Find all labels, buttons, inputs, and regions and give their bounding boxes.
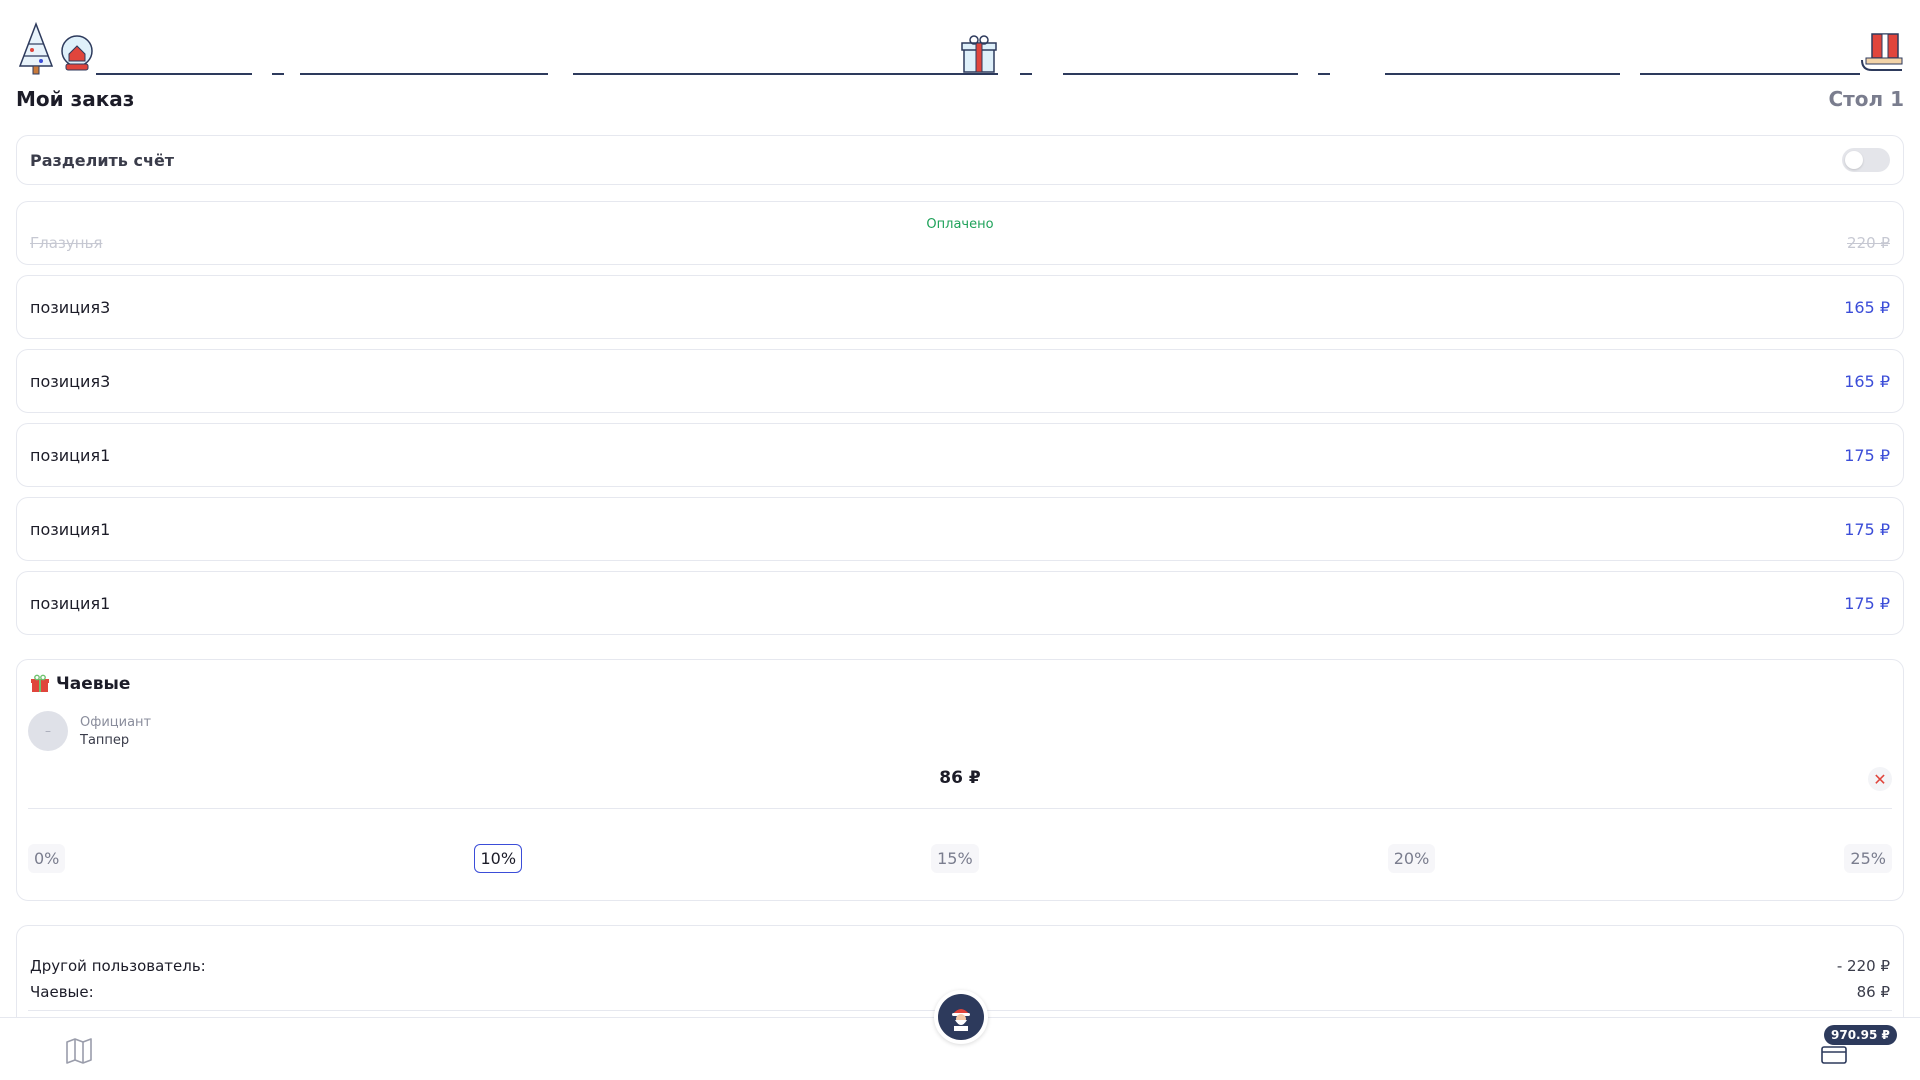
paid-status-badge: Оплачено xyxy=(926,217,994,232)
order-item[interactable]: позиция3 165 ₽ xyxy=(16,275,1904,339)
santa-face-icon xyxy=(952,1009,970,1031)
order-item-price: 175 ₽ xyxy=(1844,593,1890,613)
waiter-name: Таппер xyxy=(80,732,130,748)
order-item-price: 165 ₽ xyxy=(1844,371,1890,391)
order-item-name: позиция3 xyxy=(30,371,111,391)
santa-waiter-icon xyxy=(938,994,984,1040)
avatar-placeholder-icon: – xyxy=(45,724,51,738)
order-item-price: 165 ₽ xyxy=(1844,297,1890,317)
gift-box-icon xyxy=(961,35,997,73)
tips-title-text: Чаевые xyxy=(56,674,131,694)
order-header: Мой заказ Стол 1 xyxy=(16,84,1904,114)
summary-tips-value: 86 ₽ xyxy=(1856,983,1890,1001)
tip-divider xyxy=(28,808,1892,809)
other-user-label: Другой пользователь: xyxy=(30,957,206,975)
split-bill-card: Разделить счёт xyxy=(16,135,1904,185)
order-item-price: 175 ₽ xyxy=(1844,445,1890,465)
waiter-info: – Официант Таппер xyxy=(28,711,151,751)
order-total-badge[interactable]: 970.95 ₽ xyxy=(1824,1025,1897,1045)
paid-item-card: Оплачено Глазунья 220 ₽ xyxy=(16,201,1904,265)
waiter-avatar: – xyxy=(28,711,68,751)
christmas-tree-icon xyxy=(18,21,54,75)
clear-tip-icon[interactable]: ✕ xyxy=(1868,767,1892,791)
split-bill-label: Разделить счёт xyxy=(30,150,175,170)
snow-globe-icon xyxy=(61,35,93,71)
garland-decoration xyxy=(0,0,1920,80)
summary-tips-label: Чаевые: xyxy=(30,983,94,1001)
page-title: Мой заказ xyxy=(16,87,135,111)
paid-item-name: Глазунья xyxy=(30,234,103,252)
tip-option-20[interactable]: 20% xyxy=(1387,844,1436,873)
order-item-price: 175 ₽ xyxy=(1844,519,1890,539)
gift-icon xyxy=(31,674,49,692)
menu-book-icon[interactable] xyxy=(64,1036,94,1066)
other-user-value: - 220 ₽ xyxy=(1836,957,1890,975)
order-item-name: позиция1 xyxy=(30,519,111,539)
order-item-name: позиция1 xyxy=(30,593,111,613)
tip-amount[interactable]: 86 ₽ xyxy=(939,768,981,788)
order-item[interactable]: позиция3 165 ₽ xyxy=(16,349,1904,413)
tip-option-0[interactable]: 0% xyxy=(28,844,66,873)
tips-title: Чаевые xyxy=(30,674,130,694)
waiter-role: Официант xyxy=(80,714,152,730)
tip-option-25[interactable]: 25% xyxy=(1844,844,1892,873)
table-label: Стол 1 xyxy=(1828,87,1904,111)
order-item-name: позиция1 xyxy=(30,445,111,465)
order-item[interactable]: позиция1 175 ₽ xyxy=(16,571,1904,635)
order-item-name: позиция3 xyxy=(30,297,111,317)
call-waiter-button[interactable] xyxy=(934,990,988,1044)
credit-card-icon[interactable] xyxy=(1820,1042,1850,1066)
summary-other-user-row: Другой пользователь: - 220 ₽ xyxy=(30,957,1890,975)
split-bill-toggle[interactable] xyxy=(1842,148,1890,172)
order-item[interactable]: позиция1 175 ₽ xyxy=(16,423,1904,487)
tips-card: Чаевые – Официант Таппер 86 ₽ ✕ 0% 10% 1… xyxy=(16,659,1904,901)
order-item[interactable]: позиция1 175 ₽ xyxy=(16,497,1904,561)
tip-option-15[interactable]: 15% xyxy=(931,844,979,873)
tip-percent-options: 0% 10% 15% 20% 25% xyxy=(28,844,1892,873)
tip-option-10[interactable]: 10% xyxy=(474,844,523,873)
toggle-knob xyxy=(1845,151,1863,169)
sleigh-gift-icon xyxy=(1861,33,1903,71)
paid-item-price: 220 ₽ xyxy=(1847,234,1890,252)
summary-tips-row: Чаевые: 86 ₽ xyxy=(30,983,1890,1001)
